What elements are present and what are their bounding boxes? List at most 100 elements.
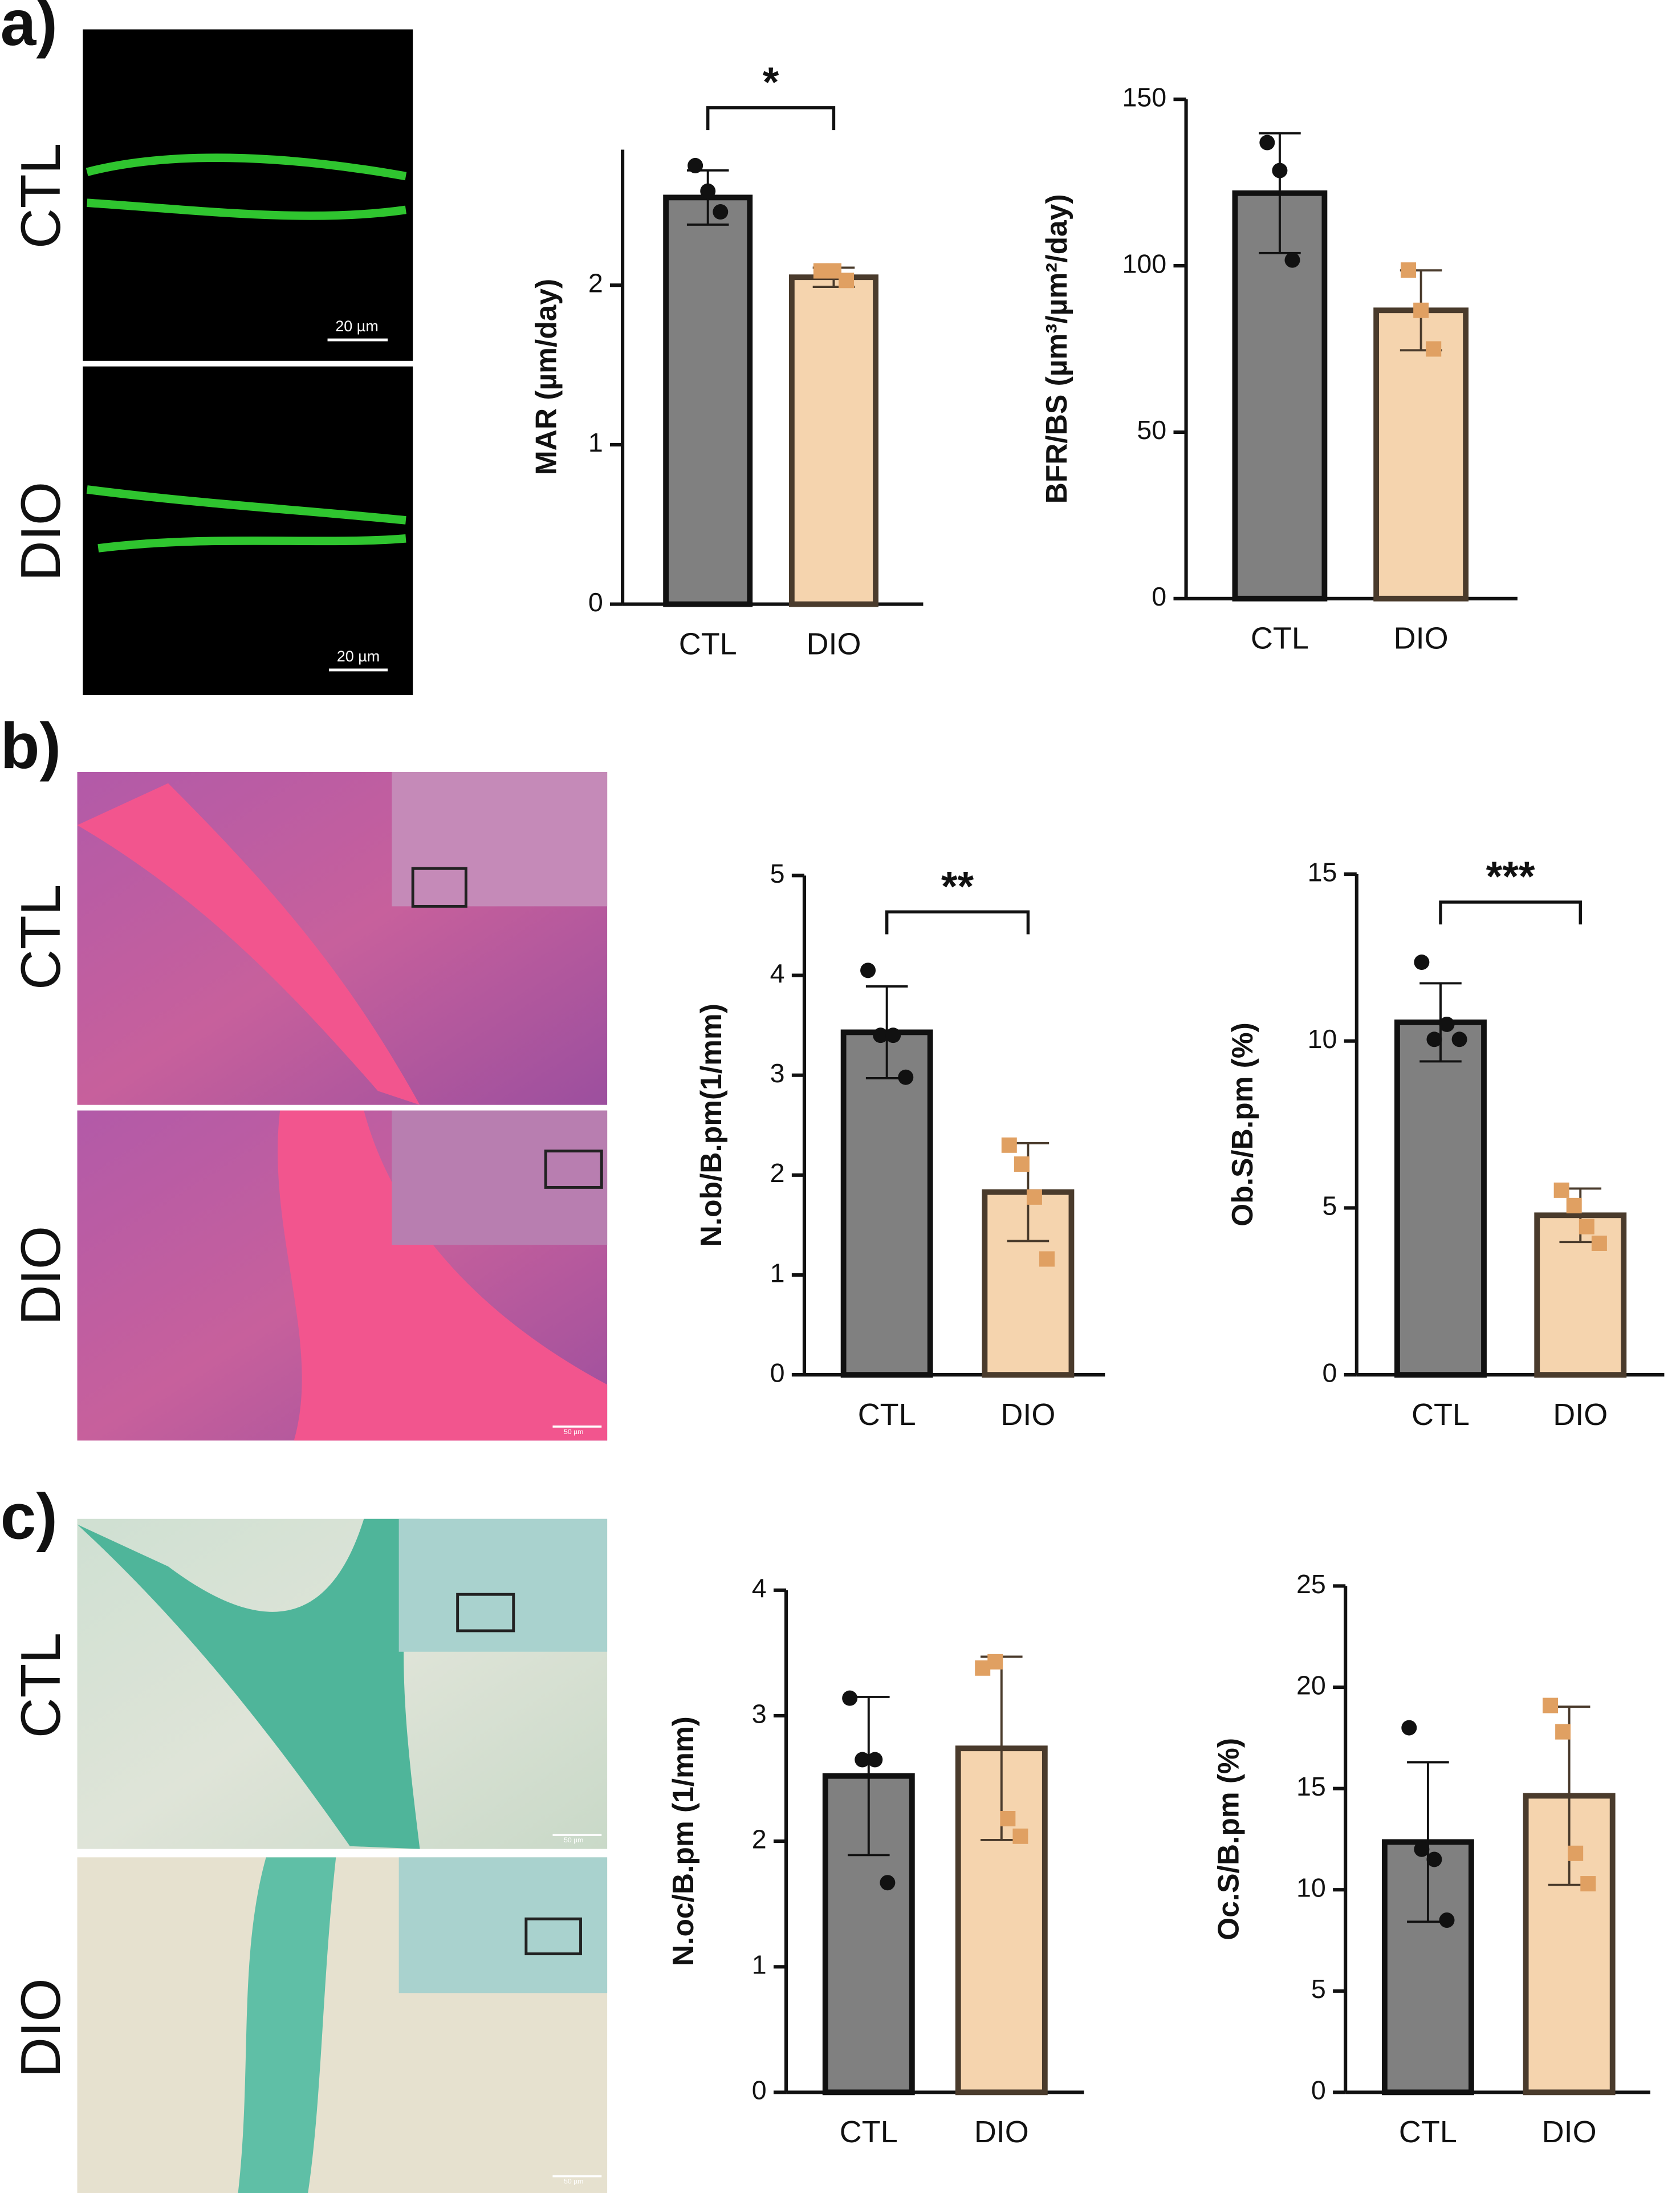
scale-label: 20 µm — [335, 318, 379, 335]
data-point — [1414, 1841, 1430, 1857]
scale-label: 50 µm — [564, 1428, 583, 1436]
data-point — [1568, 1845, 1584, 1861]
image-tissue — [238, 1857, 336, 2193]
significance-label: * — [763, 58, 779, 105]
inset — [398, 1857, 608, 1993]
y-tick-label: 5 — [770, 859, 785, 888]
image-label: DIO — [9, 1978, 72, 2077]
y-tick-label: 1 — [770, 1258, 785, 1288]
image-signal — [86, 153, 407, 220]
y-tick-label: 0 — [1152, 582, 1166, 611]
y-tick-label: 15 — [1308, 857, 1337, 887]
data-point — [1451, 1031, 1467, 1047]
data-point — [867, 1752, 883, 1768]
image-label: DIO — [9, 482, 72, 581]
x-tick-label: DIO — [807, 627, 861, 661]
image-label: CTL — [9, 884, 72, 990]
y-tick-label: 4 — [770, 959, 785, 988]
data-point — [860, 963, 876, 978]
data-point — [700, 183, 716, 199]
data-point — [1413, 302, 1429, 318]
panel-label: c) — [1, 1480, 58, 1552]
data-point — [1272, 163, 1288, 178]
y-tick-label: 1 — [588, 428, 603, 457]
x-tick-label: CTL — [1251, 622, 1309, 656]
y-tick-label: 4 — [752, 1573, 767, 1603]
x-tick-label: CTL — [679, 627, 737, 661]
y-tick-label: 15 — [1296, 1772, 1326, 1801]
data-point — [688, 157, 703, 173]
y-tick-label: 150 — [1122, 82, 1166, 112]
y-tick-label: 2 — [588, 269, 603, 298]
x-tick-label: DIO — [1000, 1398, 1055, 1432]
y-tick-label: 0 — [1311, 2076, 1326, 2105]
y-tick-label: 0 — [770, 1358, 785, 1387]
data-point — [1001, 1137, 1017, 1153]
y-tick-label: 25 — [1296, 1569, 1326, 1599]
image — [83, 29, 413, 361]
data-point — [1580, 1876, 1596, 1892]
data-point — [1426, 341, 1442, 357]
bar — [788, 274, 878, 607]
y-axis-label: N.oc/B.pm (1/mm) — [666, 1716, 699, 1966]
data-point — [1012, 1828, 1028, 1844]
inset-box — [544, 1150, 603, 1189]
y-tick-label: 10 — [1308, 1024, 1337, 1054]
image-signal — [86, 485, 406, 553]
bar — [840, 1029, 933, 1378]
significance-label: ** — [941, 862, 974, 909]
x-tick-label: CTL — [1399, 2115, 1457, 2149]
data-point — [1555, 1724, 1571, 1740]
data-point — [1426, 1031, 1442, 1047]
significance-bracket — [885, 910, 1030, 935]
significance-bracket — [1439, 900, 1582, 925]
x-tick-label: DIO — [1553, 1398, 1608, 1432]
y-tick-label: 0 — [752, 2076, 767, 2105]
data-point — [1566, 1197, 1582, 1213]
data-point — [1543, 1697, 1559, 1713]
x-tick-label: CTL — [858, 1398, 916, 1432]
data-point — [1000, 1811, 1016, 1826]
x-tick-label: DIO — [1542, 2115, 1597, 2149]
data-point — [1039, 1251, 1055, 1267]
panel-label: b) — [1, 710, 61, 782]
data-point — [839, 273, 855, 289]
scale-label: 20 µm — [337, 648, 380, 665]
significance-bracket — [706, 106, 836, 131]
inset-box — [524, 1917, 582, 1956]
bar — [1373, 307, 1469, 602]
y-tick-label: 3 — [770, 1058, 785, 1088]
y-tick-label: 2 — [770, 1158, 785, 1188]
inset — [392, 771, 608, 907]
panel-label: a) — [1, 0, 58, 59]
data-point — [880, 1875, 896, 1891]
data-point — [1014, 1156, 1030, 1172]
data-point — [842, 1690, 858, 1706]
inset-box — [411, 867, 467, 908]
data-point — [855, 1752, 870, 1768]
y-tick-label: 20 — [1296, 1670, 1326, 1700]
data-point — [1553, 1182, 1569, 1198]
image-tissue — [278, 1110, 608, 1441]
data-point — [1259, 135, 1275, 151]
y-tick-label: 2 — [752, 1824, 767, 1854]
image-label: CTL — [9, 1632, 72, 1738]
image-tissue — [77, 1518, 420, 1849]
y-axis-label: Ob.S/B.pm (%) — [1226, 1022, 1259, 1227]
data-point — [885, 1028, 901, 1043]
bar — [1232, 190, 1328, 602]
bar — [1394, 1020, 1487, 1378]
y-tick-label: 1 — [752, 1950, 767, 1980]
y-axis-label: BFR/BS (µm³/µm²/day) — [1040, 194, 1073, 504]
x-tick-label: DIO — [1394, 622, 1449, 656]
y-axis-label: Oc.S/B.pm (%) — [1212, 1738, 1245, 1940]
inset — [392, 1110, 608, 1245]
scale-label: 50 µm — [564, 1836, 583, 1844]
image-tissue — [77, 783, 420, 1105]
data-point — [987, 1654, 1003, 1670]
y-axis-label: MAR (µm/day) — [530, 279, 563, 475]
data-point — [898, 1069, 914, 1085]
y-tick-label: 10 — [1296, 1873, 1326, 1903]
data-point — [1439, 1016, 1455, 1032]
